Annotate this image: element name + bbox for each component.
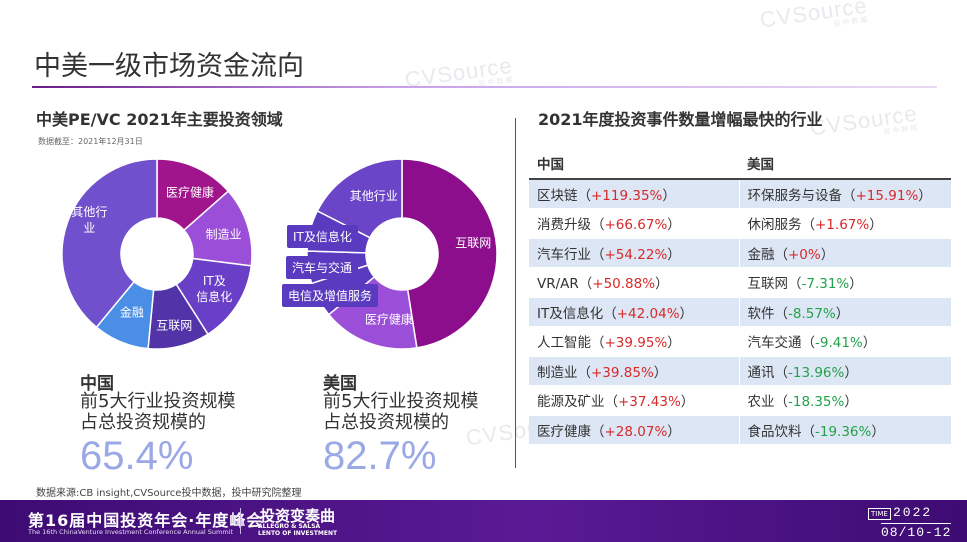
us-callout-auto: 汽车与交通 [286, 256, 359, 279]
table-row: 制造业（+39.85%） 通讯（-13.96%） [529, 356, 951, 386]
slice-label: 金融 [120, 305, 144, 320]
china-caption-desc: 前5大行业投资规模占总投资规模的 [80, 391, 236, 433]
footer-logo: 投资变奏曲 [260, 507, 336, 525]
donut-slice [327, 275, 418, 350]
donut-slice [62, 158, 158, 329]
data-cutoff-note: 数据截至：2021年12月31日 [38, 137, 143, 146]
slice-label: 互联网 [156, 319, 192, 333]
table-row: 人工智能（+39.95%） 汽车交通（-9.41%） [529, 326, 951, 357]
slice-label: 其他行业 [71, 205, 107, 235]
us-industry-cell: 互联网（-7.31%） [739, 267, 951, 298]
slice-label: 互联网 [455, 236, 491, 250]
table-row: 区块链（+119.35%） 环保服务与设备（+15.91%） [529, 179, 951, 209]
china-industry-cell: IT及信息化（+42.04%） [529, 297, 740, 327]
section-divider [515, 118, 516, 468]
china-industry-cell: 消费升级（+66.67%） [529, 208, 740, 239]
column-header-us: 美国 [739, 147, 951, 180]
china-industry-cell: 汽车行业（+54.22%） [529, 238, 740, 268]
table-row: IT及信息化（+42.04%） 软件（-8.57%） [529, 297, 951, 327]
china-industry-cell: VR/AR（+50.88%） [529, 267, 740, 298]
us-callout-telecom: 电信及增值服务 [282, 284, 379, 307]
title-underline [32, 86, 937, 88]
us-industry-cell: 休闲服务（+1.67%） [739, 208, 951, 239]
column-header-china: 中国 [529, 147, 739, 180]
table-row: VR/AR（+50.88%） 互联网（-7.31%） [529, 267, 951, 298]
us-industry-cell: 食品饮料（-19.36%） [739, 415, 951, 445]
page-title: 中美一级市场资金流向 [34, 51, 304, 82]
table-row: 能源及矿业（+37.43%） 农业（-18.35%） [529, 385, 951, 416]
us-callout-it: IT及信息化 [287, 225, 358, 248]
us-industry-cell: 汽车交通（-9.41%） [739, 326, 951, 357]
slice-label: 医疗健康 [166, 184, 214, 199]
table-row: 汽车行业（+54.22%） 金融（+0%） [529, 238, 951, 268]
china-industry-cell: 医疗健康（+28.07%） [529, 415, 740, 445]
footer-time-label: TIME [868, 508, 891, 520]
us-caption-desc: 前5大行业投资规模占总投资规模的 [323, 391, 479, 433]
china-caption-pct: 65.4% [80, 434, 194, 478]
us-industry-cell: 软件（-8.57%） [739, 297, 951, 327]
data-source-note: 数据来源:CB insight,CVSource投中数据，投中研究院整理 [36, 488, 302, 499]
us-industry-cell: 金融（+0%） [739, 238, 951, 268]
footer-event-subtitle: The 16th ChinaVenture Investment Confere… [28, 528, 234, 536]
donut-slice [401, 158, 498, 349]
us-caption-pct: 82.7% [323, 434, 437, 478]
footer-year: 2022 [893, 505, 933, 520]
footer-banner: 第16届中国投资年会·年度峰会 The 16th ChinaVenture In… [0, 500, 967, 542]
footer-dates: 08/10-12 [881, 523, 952, 540]
slice-label: IT及信息化 [196, 274, 232, 304]
us-industry-cell: 农业（-18.35%） [739, 385, 951, 416]
china-industry-cell: 区块链（+119.35%） [529, 179, 740, 209]
us-caption-country: 美国 [323, 374, 357, 394]
table-header-row: 中国 美国 [529, 147, 951, 180]
china-industry-cell: 人工智能（+39.95%） [529, 326, 740, 357]
slice-label: 其他行业 [350, 189, 398, 203]
us-industry-cell: 环保服务与设备（+15.91%） [739, 179, 951, 209]
table-row: 医疗健康（+28.07%） 食品饮料（-19.36%） [529, 415, 951, 445]
growth-ranking-table: 中国 美国 区块链（+119.35%） 环保服务与设备（+15.91%） 消费升级（… [529, 147, 951, 445]
slice-label: 制造业 [206, 228, 242, 242]
china-industry-cell: 制造业（+39.85%） [529, 356, 740, 386]
donut-slice [316, 158, 403, 239]
china-caption-country: 中国 [80, 374, 114, 394]
table-row: 消费升级（+66.67%） 休闲服务（+1.67%） [529, 208, 951, 239]
footer-separator [240, 508, 241, 534]
left-section-title: 中美PE/VC 2021年主要投资领域 [36, 110, 283, 129]
slice-label: 医疗健康 [365, 311, 413, 326]
us-industry-cell: 通讯（-13.96%） [739, 356, 951, 386]
footer-event-title: 第16届中国投资年会·年度峰会 [28, 511, 264, 530]
footer-logo-subtitle: ALLEGRO & SALSA LENTO OF INVESTMENT [258, 523, 338, 537]
china-industry-cell: 能源及矿业（+37.43%） [529, 385, 740, 416]
right-section-title: 2021年度投资事件数量增幅最快的行业 [538, 110, 823, 129]
